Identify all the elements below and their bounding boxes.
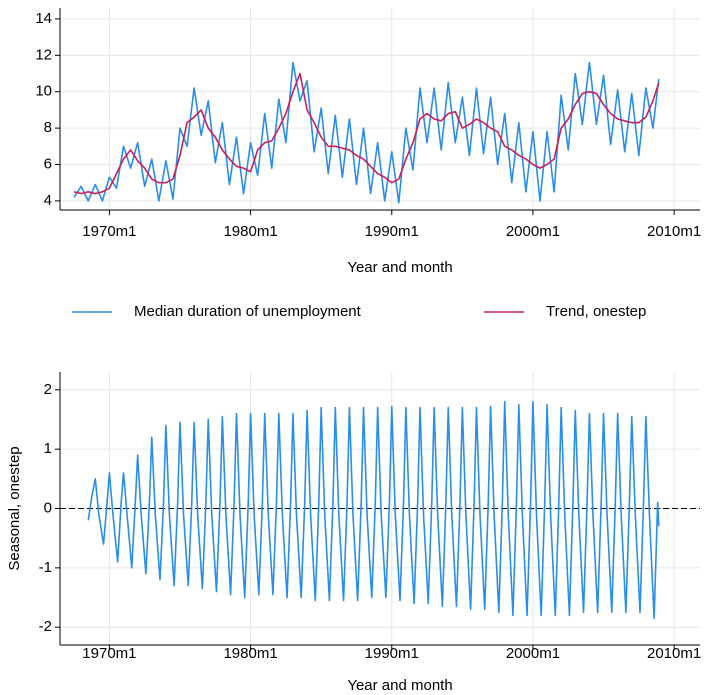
x-tick-label: 2010m1 [647,645,701,662]
y-tick-label: 10 [35,83,52,100]
y-tick-label: 12 [35,46,52,63]
x-tick-label: 1990m1 [365,645,419,662]
x-tick-label: 1990m1 [365,223,419,240]
y-tick-label: 14 [35,10,52,27]
x-axis-label: Year and month [347,259,452,276]
x-tick-label: 1980m1 [223,223,277,240]
x-tick-label: 2000m1 [506,223,560,240]
y-tick-label: 8 [44,119,52,136]
x-axis-label: Year and month [347,677,452,694]
legend-label: Trend, onestep [546,303,646,320]
x-tick-label: 2010m1 [647,223,701,240]
y-tick-label: 0 [44,499,52,516]
y-tick-label: -2 [39,618,52,635]
series-line [73,72,660,195]
series-line [73,61,660,204]
x-tick-label: 1970m1 [82,223,136,240]
y-tick-label: 1 [44,440,52,457]
series-line [87,400,660,620]
y-tick-label: 2 [44,381,52,398]
y-tick-label: -1 [39,559,52,576]
x-tick-label: 2000m1 [506,645,560,662]
y-tick-label: 4 [44,192,52,209]
x-tick-label: 1970m1 [82,645,136,662]
legend-label: Median duration of unemployment [134,303,362,320]
y-axis-label: Seasonal, onestep [6,446,23,570]
x-tick-label: 1980m1 [223,645,277,662]
y-tick-label: 6 [44,155,52,172]
